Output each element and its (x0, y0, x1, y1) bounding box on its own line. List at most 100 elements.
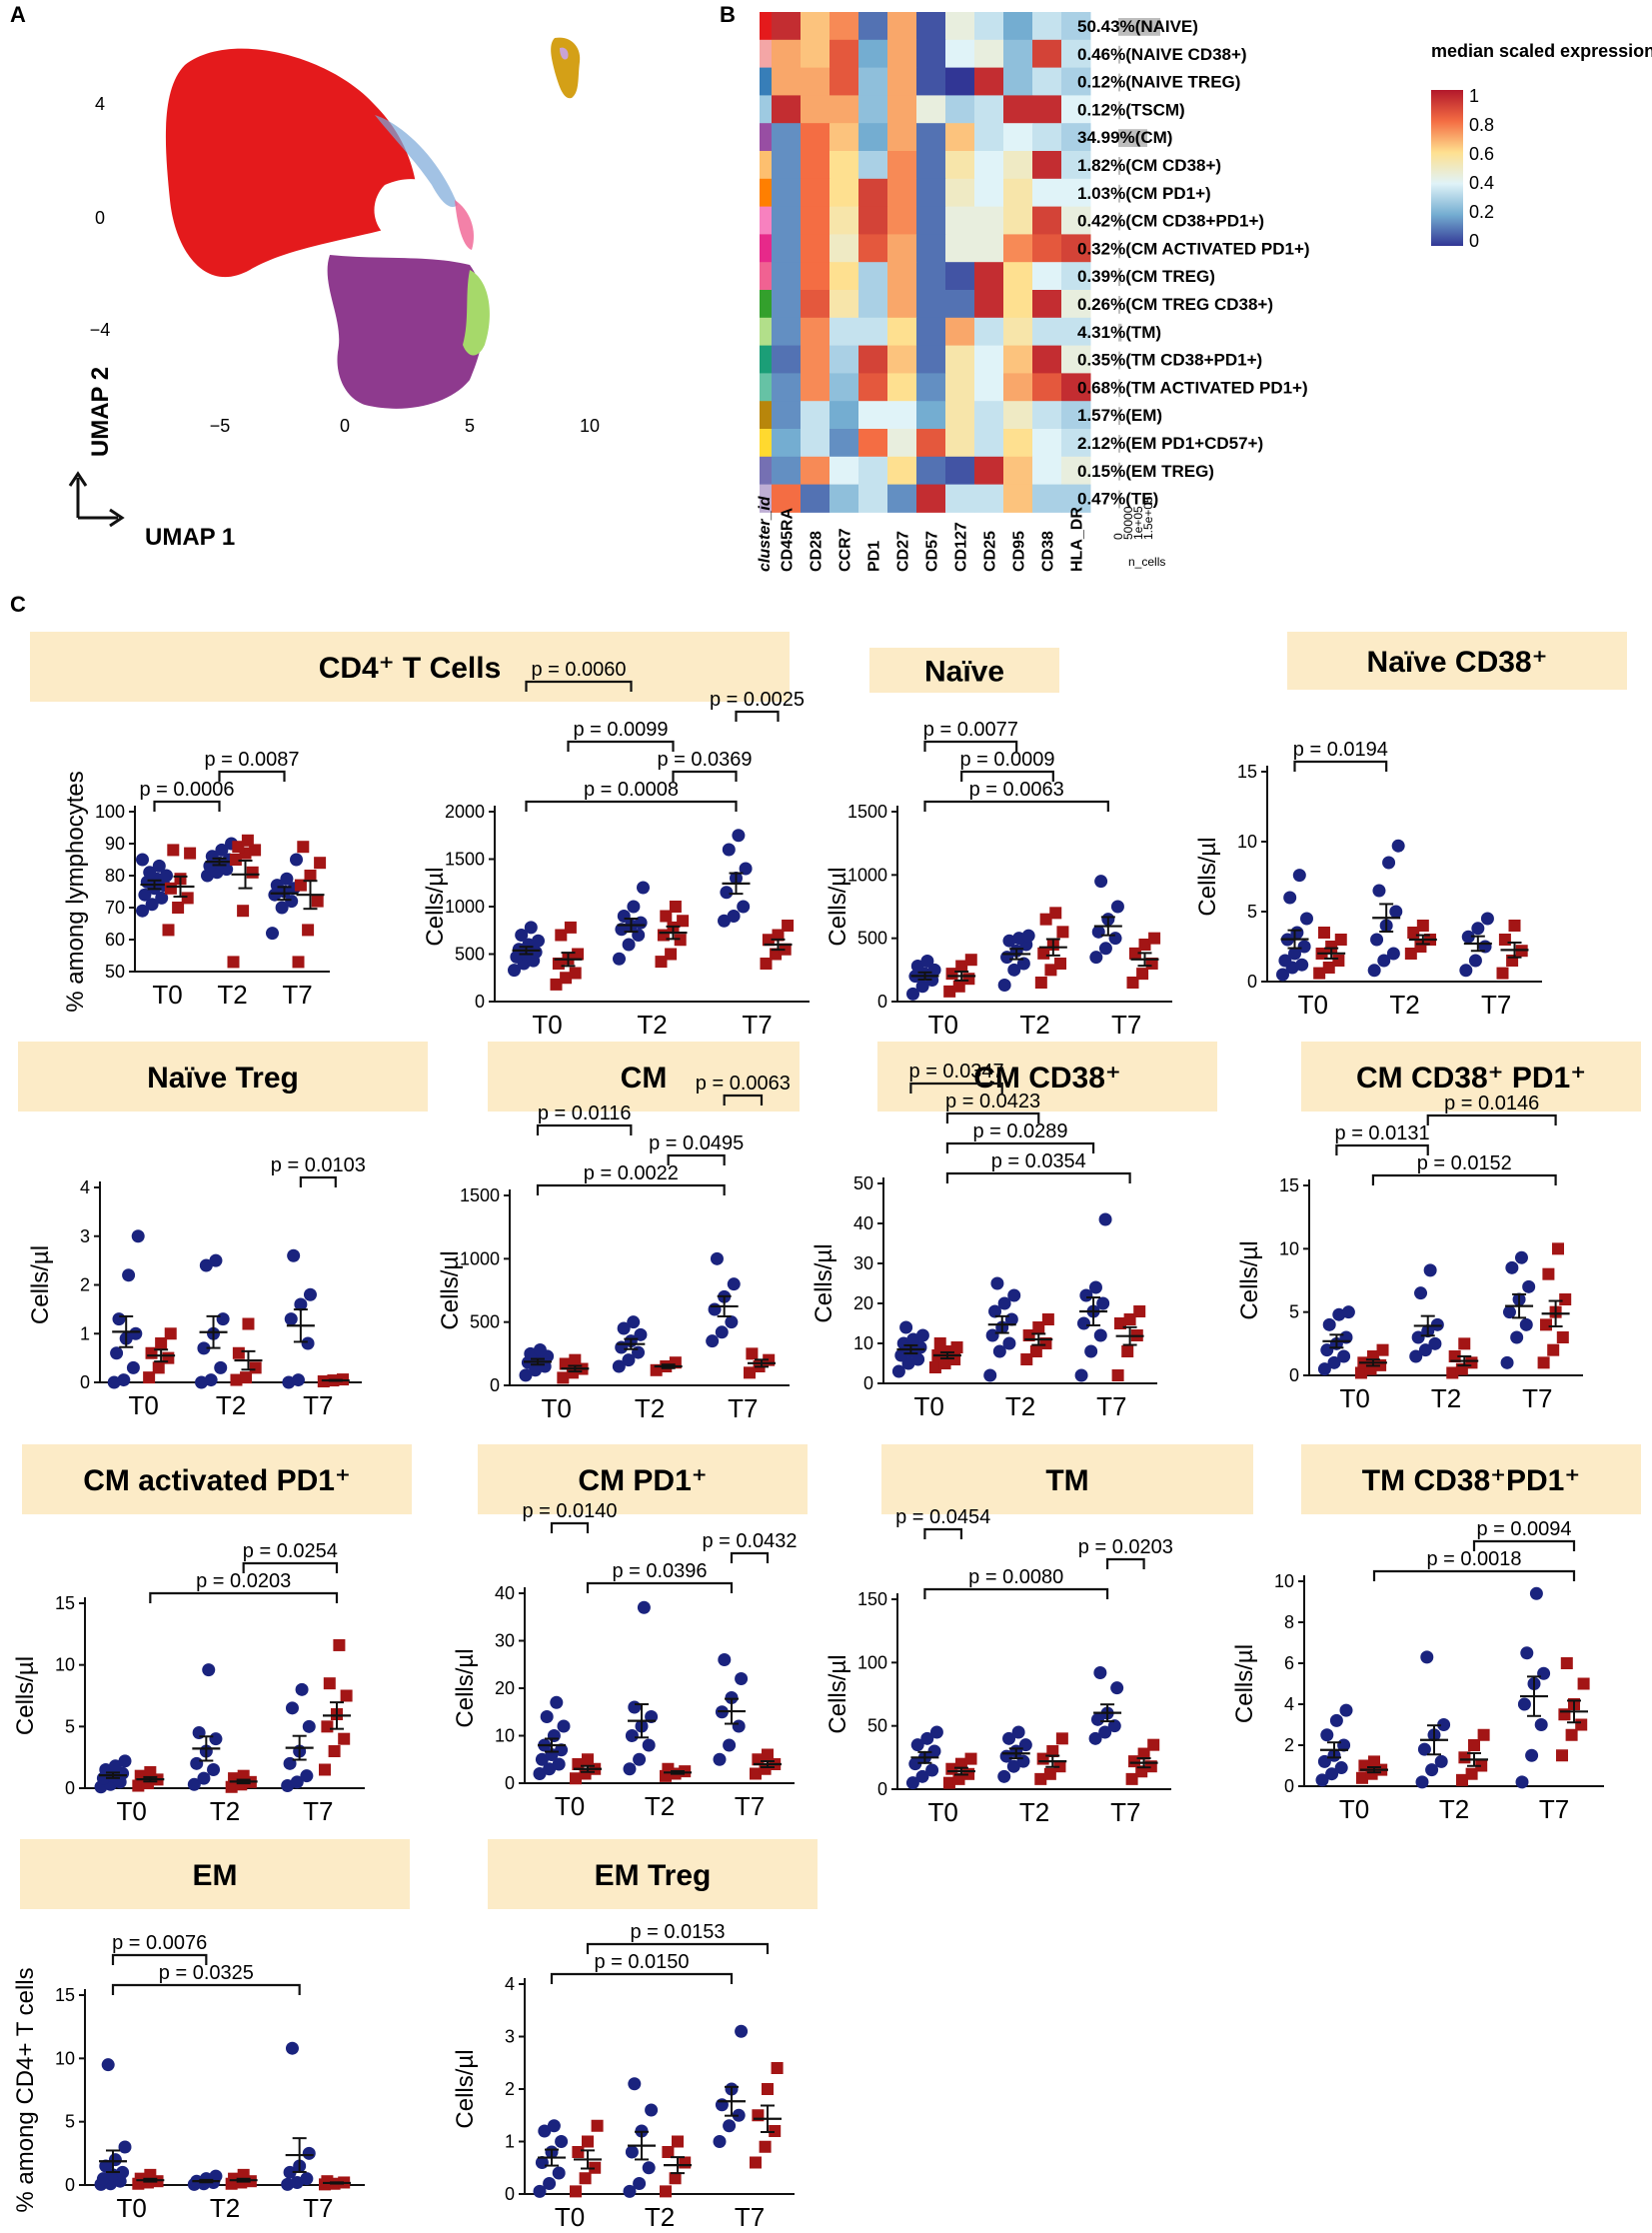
axis (1303, 1575, 1604, 1787)
heatmap-cell (916, 67, 946, 96)
banner-background (881, 1444, 1253, 1514)
data-point (628, 2077, 642, 2091)
heatmap-cell (801, 373, 830, 402)
data-point (301, 1336, 315, 1350)
banner-background (1301, 1444, 1641, 1514)
p-value-brackets: p = 0.0150 p = 0.0153 (550, 1921, 770, 1984)
data-point (1456, 1773, 1468, 1786)
p-value-label: p = 0.0018 (1426, 1548, 1521, 1570)
heatmap-cell (801, 95, 830, 124)
y-tick-label: 15 (1279, 1175, 1299, 1195)
data-point (1043, 1767, 1056, 1780)
p-value-brackets: p = 0.0022 p = 0.0495 p = 0.0116 p = 0.0063 (536, 1073, 791, 1195)
data-point (746, 1347, 759, 1360)
significance-bracket (550, 1521, 590, 1533)
data-point (1300, 912, 1313, 926)
p-value-label: p = 0.0194 (1293, 739, 1388, 761)
data-point (589, 2161, 602, 2174)
data-point (710, 1251, 724, 1265)
data-point (550, 978, 563, 991)
heatmap-cell (772, 178, 802, 208)
data-point (579, 2172, 592, 2185)
data-point (131, 1229, 145, 1243)
heatmap-cell (1003, 123, 1033, 152)
data-point (1108, 932, 1122, 946)
panel-letter-b: B (720, 2, 736, 27)
data-point (1477, 1728, 1490, 1741)
heatmap-cell (829, 12, 859, 41)
heatmap-cell (772, 317, 802, 347)
heatmap-cell (916, 456, 946, 486)
data-point (637, 1600, 651, 1614)
cluster-color-swatch (760, 345, 772, 374)
data-point (1329, 1713, 1343, 1727)
heatmap-cell (1061, 39, 1091, 69)
ncells-bar (1118, 296, 1120, 314)
data-point (557, 1371, 570, 1384)
data-point (292, 956, 305, 969)
heatmap-cell (801, 151, 830, 180)
data-point (727, 910, 741, 923)
x-tick-label: T0 (1339, 1794, 1369, 1824)
heatmap-legend: median scaled expression 1 0.8 0.6 0.4 0.2 0 (1431, 41, 1652, 251)
y-axis-label: Cells/µl (825, 867, 851, 946)
data-point (964, 954, 977, 967)
data-point (1325, 941, 1338, 953)
y-ticks: 0 2 4 6 8 10 (1274, 1571, 1304, 1796)
data-point (1517, 1697, 1531, 1711)
significance-bracket (111, 1983, 301, 1995)
chart-title-banner: CM PD1⁺ (478, 1444, 808, 1514)
heatmap-cell (772, 456, 802, 486)
y-ticks: 0 500 1000 1500 2000 (445, 802, 495, 1012)
heatmap-cell (916, 317, 946, 347)
data-point (718, 1653, 732, 1666)
ncells-bar (1118, 129, 1147, 147)
data-point (1339, 1703, 1353, 1717)
p-value-label: p = 0.0080 (968, 1566, 1063, 1588)
data-point (1088, 1280, 1102, 1294)
significance-bracket (536, 1123, 633, 1135)
cluster-color-swatch (760, 429, 772, 458)
x-tick-label: T2 (1005, 1391, 1035, 1421)
column-label: cluster_id (757, 495, 774, 572)
p-value-brackets: p = 0.0152 p = 0.0131 p = 0.0146 (1335, 1093, 1557, 1185)
data-point (943, 985, 956, 998)
heatmap-cell (1061, 456, 1091, 486)
series-group1 (136, 837, 303, 941)
data-point (1037, 947, 1050, 960)
data-point (160, 869, 173, 883)
x-tick-label: T7 (303, 2193, 333, 2223)
heatmap-cell (974, 345, 1004, 374)
x-tick-label: T0 (532, 1010, 562, 1040)
data-point (1480, 912, 1494, 926)
significance-bracket (586, 1581, 734, 1593)
p-value-label: p = 0.0008 (584, 779, 679, 801)
data-point (1356, 1771, 1368, 1784)
data-point (655, 956, 668, 969)
data-point (672, 2135, 684, 2148)
heatmap-cell (887, 95, 917, 124)
data-point (547, 1729, 561, 1742)
heatmap-cell (916, 345, 946, 374)
legend-colorbar (1431, 90, 1463, 246)
data-point (519, 1368, 533, 1382)
heatmap-cell (974, 290, 1004, 319)
heatmap-cell (1032, 429, 1062, 458)
p-value-label: p = 0.0347 (909, 1061, 1004, 1083)
y-axis-label: Cells/µl (437, 1250, 464, 1329)
data-point (1032, 1321, 1045, 1333)
dot-plot-2: 0 500 1000 1500 2000 Cells/µl T0 T2 T7 p = 0.0008… (422, 659, 810, 1040)
data-point (927, 1744, 941, 1758)
x-tick-label: T2 (637, 1010, 667, 1040)
data-point (294, 1297, 308, 1311)
data-point (1076, 1316, 1090, 1330)
y-tick-label: 1000 (847, 865, 887, 885)
umap-xtick: 5 (465, 416, 475, 436)
heatmap-cell (801, 484, 830, 513)
data-point (1138, 939, 1151, 951)
heatmap-cell (945, 12, 975, 41)
data-point (155, 1337, 168, 1349)
data-point (209, 1253, 223, 1267)
y-ticks: 0 5 10 15 (1237, 762, 1267, 992)
heatmap-cell (887, 123, 917, 152)
